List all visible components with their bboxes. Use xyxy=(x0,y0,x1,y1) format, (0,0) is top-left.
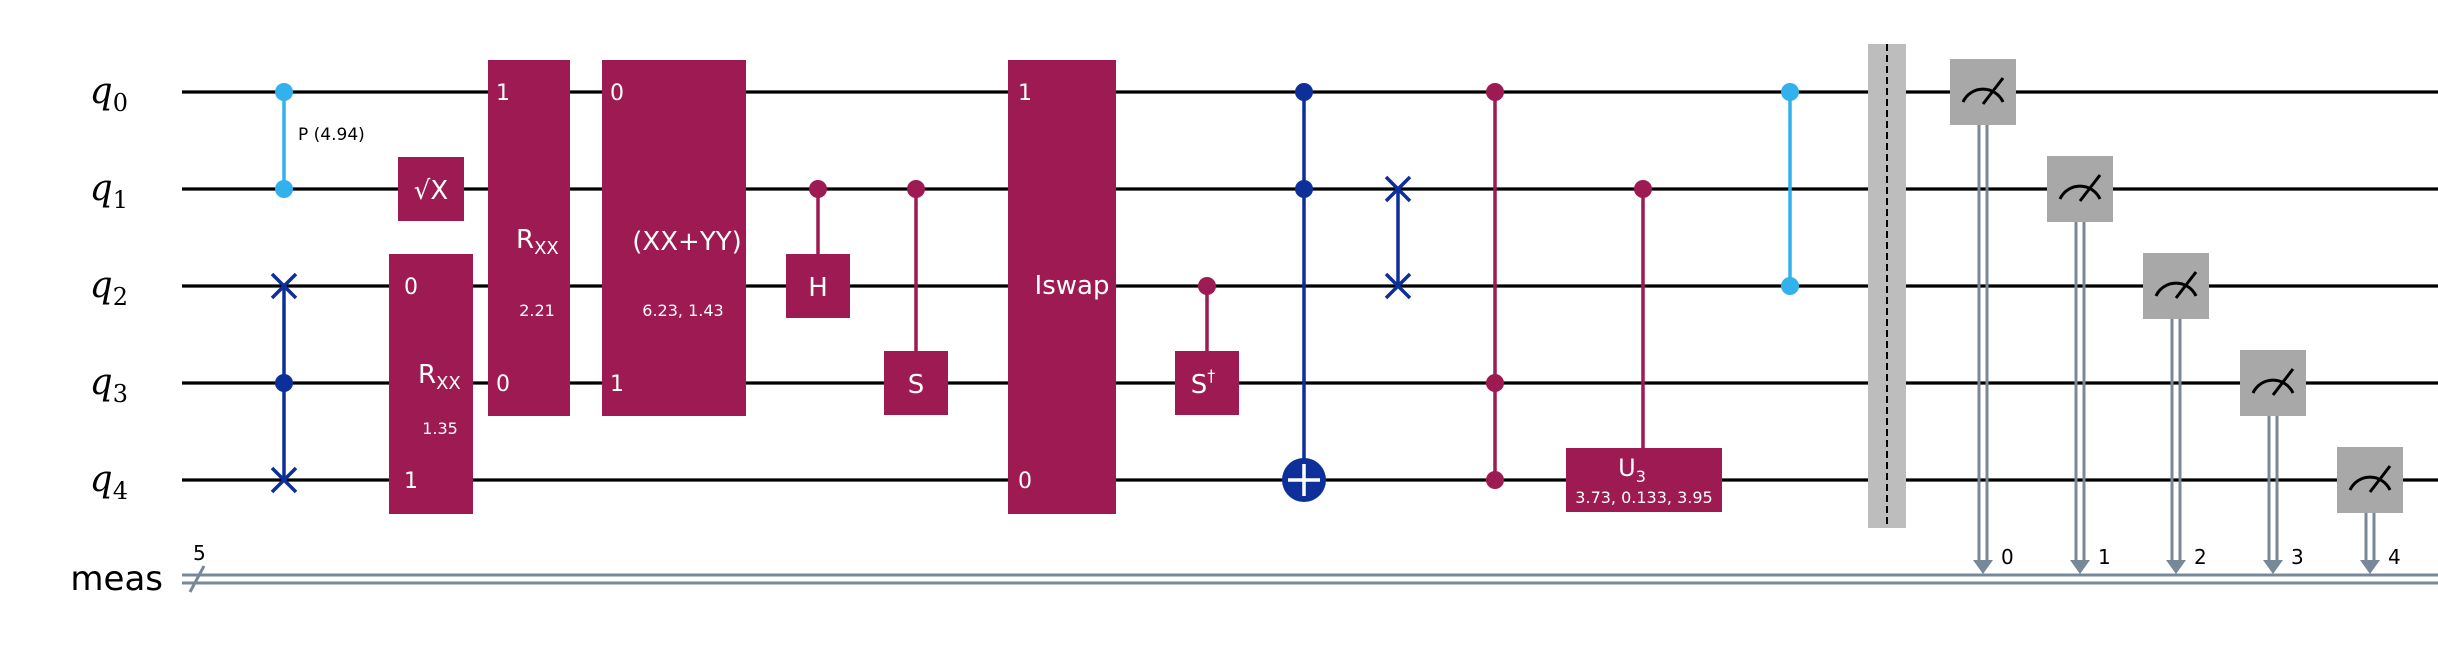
controlled-h-gate: H xyxy=(786,180,850,318)
meter-icon xyxy=(2251,368,2295,396)
measure-bit-label: 2 xyxy=(2194,545,2207,569)
measure-gate: 1 xyxy=(2047,156,2113,574)
svg-text:0: 0 xyxy=(1018,469,1032,494)
swap-cross xyxy=(270,466,298,494)
cphase-label: P (4.94) xyxy=(298,125,365,145)
meter-icon xyxy=(2058,174,2102,202)
ccz-gate xyxy=(1486,83,1504,489)
qubit-label-3: q3 xyxy=(90,362,128,408)
sqrt-x-gate: √X xyxy=(398,157,464,221)
svg-text:√X: √X xyxy=(414,176,448,206)
cz-gate xyxy=(1781,83,1799,295)
control-dot xyxy=(1486,471,1504,489)
svg-text:1.35: 1.35 xyxy=(422,419,458,438)
qubit-label-2: q2 xyxy=(90,265,128,311)
classical-width-label: 5 xyxy=(193,541,206,565)
control-dot xyxy=(275,374,293,392)
control-dot xyxy=(1198,277,1216,295)
control-dot xyxy=(809,180,827,198)
swap-cross xyxy=(270,272,298,300)
swap-gate xyxy=(1384,175,1412,300)
control-dot xyxy=(275,83,293,101)
classical-register-label: meas xyxy=(70,559,163,599)
meter-icon xyxy=(1961,77,2005,105)
svg-text:1: 1 xyxy=(1018,81,1032,106)
svg-text:0: 0 xyxy=(404,275,418,300)
xx-plus-yy-gate: 0 1 (XX+YY) 6.23, 1.43 xyxy=(602,60,746,416)
svg-text:S†: S† xyxy=(1191,366,1216,400)
cphase-gate: P (4.94) xyxy=(275,83,365,198)
rxx-gate-2: 1 0 RXX 2.21 xyxy=(488,60,570,416)
svg-text:U3: U3 xyxy=(1618,454,1646,486)
fredkin-gate xyxy=(270,272,298,494)
controlled-u3-gate: U3 3.73, 0.133, 3.95 xyxy=(1566,180,1722,512)
control-dot xyxy=(1486,374,1504,392)
qubit-labels: q0 q1 q2 q3 q4 meas xyxy=(70,71,163,599)
measure-bit-label: 0 xyxy=(2001,545,2014,569)
control-dot xyxy=(1295,83,1313,101)
svg-text:S: S xyxy=(908,370,925,400)
measure-gate: 2 xyxy=(2143,253,2209,574)
svg-text:0: 0 xyxy=(610,81,624,106)
control-dot xyxy=(1781,83,1799,101)
control-dot xyxy=(1634,180,1652,198)
svg-text:H: H xyxy=(808,273,828,303)
svg-text:1: 1 xyxy=(404,469,418,494)
measure-gate: 4 xyxy=(2337,447,2403,574)
toffoli-gate xyxy=(1282,83,1326,502)
svg-text:(XX+YY): (XX+YY) xyxy=(632,227,741,257)
svg-text:RXX: RXX xyxy=(516,225,559,259)
control-dot xyxy=(907,180,925,198)
svg-text:2.21: 2.21 xyxy=(519,301,555,320)
svg-text:0: 0 xyxy=(496,372,510,397)
classical-wire: 5 xyxy=(182,541,2438,593)
measurements: 0 1 2 3 4 xyxy=(1950,59,2403,574)
control-dot xyxy=(1486,83,1504,101)
qubit-label-4: q4 xyxy=(90,459,128,505)
svg-text:Iswap: Iswap xyxy=(1035,271,1110,301)
svg-text:1: 1 xyxy=(610,372,624,397)
measure-bit-label: 4 xyxy=(2388,545,2401,569)
bus-slash xyxy=(188,565,206,593)
measure-gate: 0 xyxy=(1950,59,2016,574)
iswap-gate: 1 0 Iswap xyxy=(1008,60,1116,514)
control-dot xyxy=(1781,277,1799,295)
svg-text:1: 1 xyxy=(496,81,510,106)
swap-cross xyxy=(1384,272,1412,300)
swap-cross xyxy=(1384,175,1412,203)
qubit-label-1: q1 xyxy=(90,168,128,214)
measure-bit-label: 1 xyxy=(2098,545,2111,569)
controlled-s-gate: S xyxy=(884,180,948,415)
svg-text:6.23, 1.43: 6.23, 1.43 xyxy=(642,301,723,320)
measure-gate: 3 xyxy=(2240,350,2306,574)
control-dot xyxy=(275,180,293,198)
svg-text:3.73, 0.133, 3.95: 3.73, 0.133, 3.95 xyxy=(1575,488,1712,507)
barrier xyxy=(1868,44,1906,528)
controlled-sdg-gate: S† xyxy=(1175,277,1239,415)
qubit-label-0: q0 xyxy=(90,71,128,117)
rxx-gate-1: 0 1 RXX 1.35 xyxy=(389,254,473,514)
measure-bit-label: 3 xyxy=(2291,545,2304,569)
svg-text:RXX: RXX xyxy=(418,360,461,394)
meter-icon xyxy=(2348,465,2392,493)
control-dot xyxy=(1295,180,1313,198)
meter-icon xyxy=(2154,271,2198,299)
